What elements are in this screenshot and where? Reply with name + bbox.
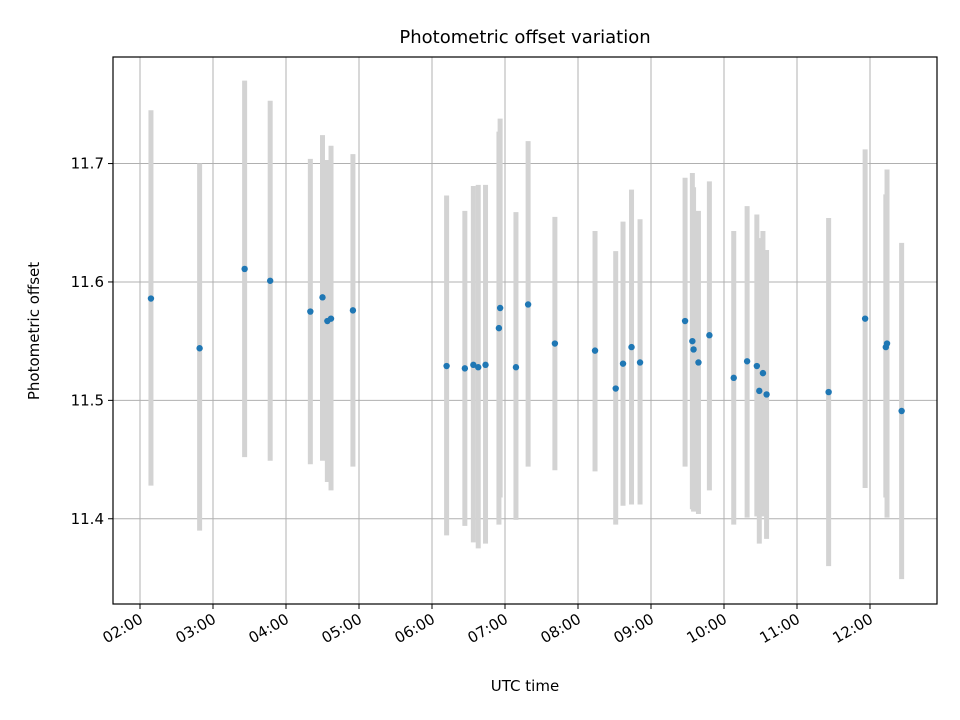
data-point bbox=[706, 332, 713, 339]
data-point bbox=[619, 360, 627, 367]
data-point bbox=[861, 315, 869, 322]
x-tick-label: 02:00 bbox=[100, 610, 146, 647]
data-point bbox=[349, 307, 357, 314]
x-tick-label: 03:00 bbox=[173, 610, 219, 647]
data-point bbox=[763, 391, 770, 398]
y-tick-label: 11.4 bbox=[71, 510, 104, 528]
data-point bbox=[461, 365, 469, 372]
x-tick-label: 10:00 bbox=[684, 610, 730, 647]
x-tick-label: 07:00 bbox=[465, 610, 511, 647]
data-point bbox=[730, 374, 737, 382]
data-point bbox=[612, 385, 619, 392]
data-points bbox=[147, 265, 905, 415]
y-tick-label: 11.6 bbox=[71, 273, 104, 291]
data-point bbox=[443, 362, 450, 370]
data-point bbox=[307, 308, 314, 315]
data-point bbox=[695, 359, 702, 366]
y-tick-label: 11.7 bbox=[71, 155, 104, 173]
x-tick-label: 08:00 bbox=[538, 610, 584, 647]
data-point bbox=[883, 340, 891, 347]
plot-frame bbox=[112, 56, 938, 605]
x-axis-label: UTC time bbox=[491, 677, 559, 695]
x-tick-label: 04:00 bbox=[246, 610, 292, 647]
data-point bbox=[636, 359, 644, 366]
data-point bbox=[628, 343, 635, 351]
x-axis: 02:00 03:00 04:00 05:00 06:00 07:00 08:00 09:00… bbox=[100, 604, 876, 647]
data-point bbox=[495, 324, 503, 332]
data-point bbox=[759, 369, 767, 377]
errorbars bbox=[148, 80, 905, 580]
y-axis: 11.4 11.5 11.6 11.7 bbox=[71, 155, 113, 528]
data-point bbox=[689, 337, 696, 345]
data-point bbox=[825, 388, 832, 396]
data-point bbox=[319, 294, 326, 301]
data-point bbox=[496, 304, 504, 312]
x-tick-label: 09:00 bbox=[611, 610, 657, 647]
data-point bbox=[681, 317, 689, 325]
data-point bbox=[241, 265, 248, 273]
data-point bbox=[512, 364, 520, 371]
x-tick-label: 05:00 bbox=[319, 610, 365, 647]
x-tick-label: 06:00 bbox=[392, 610, 438, 647]
x-tick-label: 11:00 bbox=[757, 610, 803, 647]
data-point bbox=[482, 361, 489, 369]
chart-title: Photometric offset variation bbox=[399, 27, 650, 48]
data-point bbox=[690, 346, 697, 353]
data-point bbox=[196, 345, 203, 352]
data-point bbox=[753, 362, 761, 370]
data-point bbox=[756, 387, 763, 395]
data-point bbox=[266, 277, 274, 284]
data-point bbox=[551, 340, 559, 347]
data-point bbox=[591, 347, 599, 354]
y-axis-label: Photometric offset bbox=[25, 262, 43, 400]
data-point bbox=[475, 364, 482, 371]
y-tick-label: 11.5 bbox=[71, 391, 104, 409]
data-point bbox=[898, 407, 905, 415]
x-tick-label: 12:00 bbox=[830, 610, 876, 647]
data-point bbox=[470, 361, 477, 369]
data-point bbox=[147, 295, 155, 302]
data-point bbox=[524, 301, 532, 308]
grid bbox=[113, 57, 937, 604]
data-point bbox=[743, 358, 751, 365]
data-point bbox=[327, 315, 335, 322]
